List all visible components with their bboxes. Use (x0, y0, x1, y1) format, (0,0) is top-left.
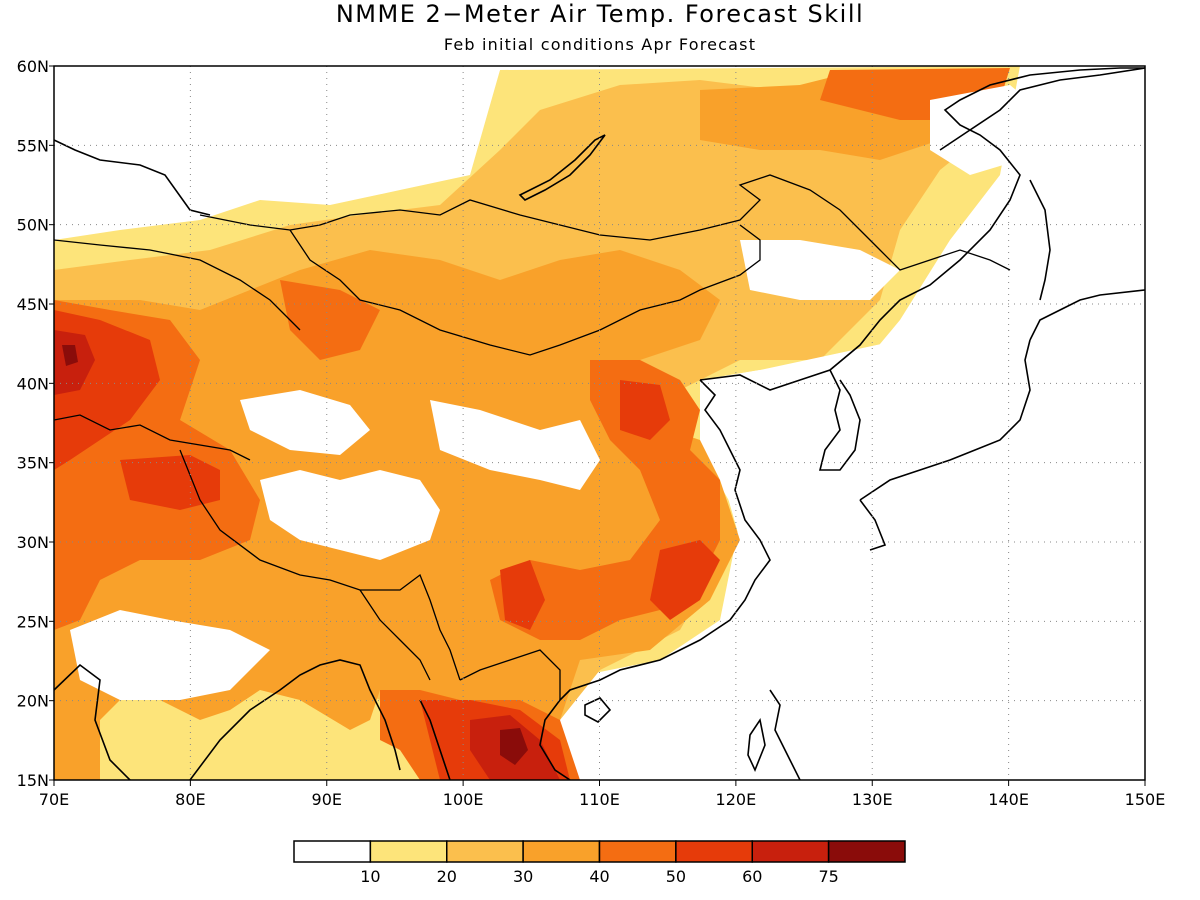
colorbar-label: 10 (360, 867, 380, 886)
lat-tick-label: 60N (17, 57, 49, 76)
border-myanmar (359, 589, 431, 681)
lat-tick-label: 25N (17, 612, 49, 631)
colorbar-swatch (598, 840, 677, 863)
colorbar-swatch (827, 840, 906, 863)
skill-region-60c (650, 540, 720, 620)
skill-region-60e (500, 560, 545, 630)
border-mongolia (289, 224, 761, 356)
coast-bay-of-bengal (189, 659, 401, 780)
coast-hainan (584, 697, 612, 723)
border-china-north-korea (829, 344, 861, 371)
colorbar-label: 60 (742, 867, 762, 886)
skill-region-85 (500, 728, 528, 765)
colorbar-label: 20 (437, 867, 457, 886)
colorbar-label: 40 (589, 867, 609, 886)
skill-region-60d (620, 380, 670, 440)
colorbar-swatch (446, 840, 524, 863)
coast-korea (818, 369, 861, 471)
noskill-patch-central (430, 400, 600, 490)
lat-tick-label: 40N (17, 374, 49, 393)
noskill-patch-japan-sea (930, 66, 1145, 360)
colorbar-label: 75 (818, 867, 838, 886)
colorbar-label: 30 (513, 867, 533, 886)
lon-tick-label: 80E (175, 790, 205, 809)
noskill-patch-siberia-w (54, 66, 500, 160)
coastlines (54, 67, 1145, 780)
lat-tick-label: 45N (17, 295, 49, 314)
coast-mainland-east (539, 379, 771, 780)
noskill-patch-tarim (240, 390, 370, 455)
skill-region-85b (62, 345, 78, 366)
skill-region-60g (120, 455, 220, 510)
lat-tick-label: 50N (17, 216, 49, 235)
border-central-asia (54, 414, 251, 461)
noskill-patch-india (70, 610, 270, 700)
lon-tick-label: 100E (443, 790, 484, 809)
lat-tick-label: 55N (17, 136, 49, 155)
map-title: NMME 2−Meter Air Temp. Forecast Skill (335, 0, 865, 28)
lon-tick-label: 90E (312, 790, 342, 809)
colorbar-swatch (293, 840, 372, 863)
lon-tick-label: 130E (852, 790, 893, 809)
coast-japan-kyushu (859, 499, 887, 551)
lon-tick-label: 110E (579, 790, 620, 809)
coast-india (54, 663, 131, 780)
axis-ticks: 70E 80E 90E 100E 110E 120E 130E 140E 150E 15N 20N 2… (17, 57, 1166, 809)
lon-tick-label: 140E (988, 790, 1029, 809)
border-indochina (459, 649, 561, 700)
noskill-patch-tibet (260, 470, 440, 560)
colorbar-swatch (522, 840, 601, 863)
colorbar-swatch (369, 840, 448, 863)
noskill-patch-kamchatka (930, 85, 1040, 175)
noskill-patch-manchuria (740, 240, 900, 300)
lat-tick-label: 20N (17, 692, 49, 711)
colorbar-swatch (751, 840, 830, 863)
graticule (54, 66, 1145, 780)
coast-sakhalin (1029, 179, 1051, 301)
skill-field (54, 66, 1145, 780)
colorbar: 10 20 30 40 50 60 75 (293, 840, 906, 886)
map-subtitle: Feb initial conditions Apr Forecast (443, 35, 757, 54)
border-kazakhstan (54, 239, 301, 331)
lon-tick-label: 70E (39, 790, 69, 809)
coast-indochina (419, 699, 451, 780)
coast-philippines (769, 689, 801, 780)
lat-tick-label: 15N (17, 771, 49, 790)
lat-tick-label: 30N (17, 533, 49, 552)
lon-tick-label: 150E (1125, 790, 1166, 809)
coast-taiwan (747, 717, 766, 773)
coast-okhotsk (939, 67, 1145, 151)
coast-baikal (518, 134, 606, 201)
lon-tick-label: 120E (716, 790, 757, 809)
skill-region-50e (280, 280, 380, 360)
coast-hokkaido (1029, 289, 1145, 341)
coast-caspian (54, 139, 211, 216)
colorbar-swatch (675, 840, 753, 863)
coast-japan-honshu (859, 339, 1031, 501)
coast-bohai (699, 67, 1145, 391)
colorbar-label: 50 (666, 867, 686, 886)
lat-tick-label: 35N (17, 454, 49, 473)
